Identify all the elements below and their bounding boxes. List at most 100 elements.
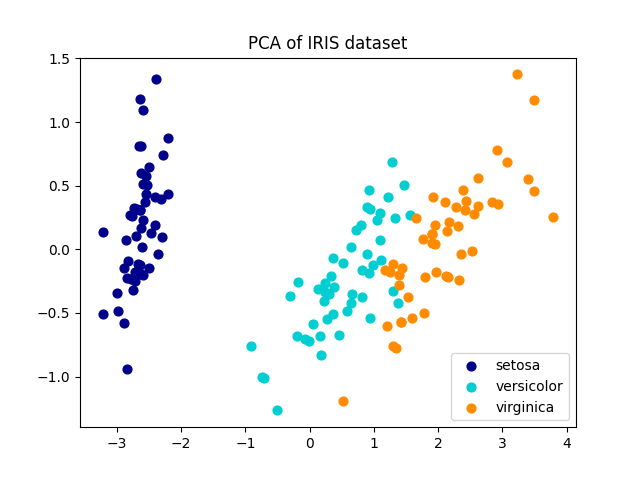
versicolor xyxy=(372,216,382,224)
virginica xyxy=(467,247,477,254)
versicolor xyxy=(362,250,372,257)
versicolor xyxy=(328,254,338,262)
versicolor xyxy=(329,283,339,290)
virginica xyxy=(548,213,559,220)
setosa xyxy=(112,289,122,297)
setosa xyxy=(140,199,150,206)
virginica xyxy=(458,186,468,194)
virginica xyxy=(412,215,422,222)
virginica xyxy=(453,222,463,230)
setosa xyxy=(153,250,163,258)
setosa xyxy=(158,151,168,159)
virginica xyxy=(493,200,503,208)
versicolor xyxy=(399,181,409,189)
setosa xyxy=(157,233,167,240)
virginica xyxy=(418,235,428,243)
versicolor xyxy=(313,286,323,293)
virginica xyxy=(454,276,464,284)
setosa xyxy=(132,205,142,213)
setosa xyxy=(119,319,129,327)
versicolor xyxy=(292,332,303,340)
virginica xyxy=(440,198,450,206)
virginica xyxy=(492,146,502,154)
versicolor xyxy=(364,186,374,193)
setosa xyxy=(134,96,145,103)
versicolor xyxy=(362,204,372,211)
versicolor xyxy=(364,269,374,276)
setosa xyxy=(131,232,141,240)
virginica xyxy=(429,222,440,229)
virginica xyxy=(385,268,396,276)
setosa xyxy=(138,107,148,114)
setosa xyxy=(156,196,166,204)
setosa xyxy=(151,75,161,83)
virginica xyxy=(444,273,454,281)
setosa xyxy=(134,142,145,150)
versicolor xyxy=(316,351,326,359)
virginica xyxy=(338,397,348,405)
versicolor xyxy=(393,299,403,307)
virginica xyxy=(380,266,390,274)
versicolor xyxy=(375,209,385,217)
setosa xyxy=(141,172,152,180)
virginica xyxy=(403,293,413,301)
versicolor xyxy=(342,307,353,315)
virginica xyxy=(429,240,440,248)
setosa xyxy=(113,308,124,315)
virginica xyxy=(441,272,451,280)
setosa xyxy=(97,311,108,318)
setosa xyxy=(137,243,147,251)
virginica xyxy=(502,158,513,166)
setosa xyxy=(163,134,173,142)
versicolor xyxy=(320,280,330,288)
setosa xyxy=(138,216,148,224)
virginica xyxy=(387,260,397,268)
setosa xyxy=(143,163,154,171)
versicolor xyxy=(346,299,356,306)
versicolor xyxy=(365,314,376,322)
setosa xyxy=(136,142,146,150)
virginica xyxy=(512,71,522,78)
virginica xyxy=(451,203,461,211)
setosa xyxy=(130,277,140,285)
virginica xyxy=(469,210,479,218)
setosa xyxy=(125,211,135,219)
virginica xyxy=(444,218,454,226)
versicolor xyxy=(326,273,336,280)
versicolor xyxy=(259,374,269,382)
virginica xyxy=(431,268,442,276)
virginica xyxy=(396,319,406,326)
setosa xyxy=(135,261,145,269)
setosa xyxy=(120,237,131,244)
versicolor xyxy=(285,292,295,300)
versicolor xyxy=(390,215,400,222)
virginica xyxy=(388,342,398,350)
virginica xyxy=(529,96,539,104)
virginica xyxy=(472,174,483,182)
virginica xyxy=(472,202,483,209)
virginica xyxy=(487,198,497,205)
setosa xyxy=(130,268,140,276)
versicolor xyxy=(357,293,367,300)
versicolor xyxy=(404,211,415,219)
setosa xyxy=(150,193,160,201)
virginica xyxy=(427,239,437,247)
versicolor xyxy=(374,236,385,244)
setosa xyxy=(122,275,132,282)
versicolor xyxy=(356,266,367,274)
versicolor xyxy=(316,332,326,340)
setosa xyxy=(146,229,156,237)
setosa xyxy=(163,190,173,198)
setosa xyxy=(133,260,143,268)
setosa xyxy=(138,272,148,279)
versicolor xyxy=(387,158,397,166)
virginica xyxy=(381,323,392,330)
setosa xyxy=(136,225,146,232)
Title: PCA of IRIS dataset: PCA of IRIS dataset xyxy=(248,35,408,53)
versicolor xyxy=(293,278,303,286)
versicolor xyxy=(319,288,330,296)
virginica xyxy=(523,175,533,183)
setosa xyxy=(129,204,140,212)
virginica xyxy=(419,309,429,317)
virginica xyxy=(427,230,437,238)
